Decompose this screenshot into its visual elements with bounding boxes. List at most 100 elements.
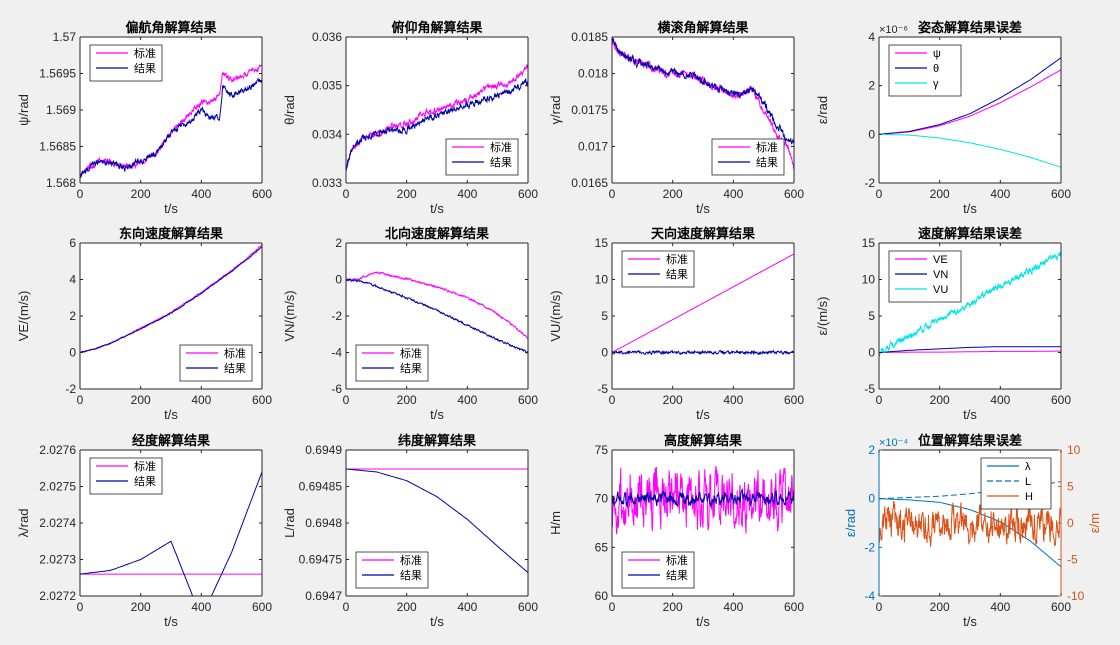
series-group [612,466,794,535]
series-line-1 [346,278,528,354]
legend-label: 标准 [400,346,422,360]
y-tick-label: 0.0175 [571,103,608,117]
legend-label: 标准 [666,252,688,266]
y-tick-label: 2.0273 [39,553,76,567]
x-tick-label: 400 [457,600,477,614]
y-tick-label: 0.035 [312,79,342,93]
y-axis-label: VU/(m/s) [548,290,563,341]
series-line-1 [346,78,528,171]
x-tick-label: 600 [518,187,538,201]
legend-label: ψ [933,48,941,60]
x-tick-label: 400 [457,187,477,201]
y-tick-label: 70 [595,492,609,506]
x-axis-label: t/s [430,201,444,216]
plot-p32: 0 200 400 600 0.6947 0.69475 0.6948 0.69485 0.69… [282,433,538,629]
y-axis-label: VE/(m/s) [16,291,31,342]
y-tick-label: -4 [331,346,342,360]
series-group [80,471,262,596]
x-tick-label: 0 [343,187,350,201]
y-tick-label: 0.6949 [305,443,342,457]
y-tick-label: 5 [868,309,875,323]
y-right-axis-label: ε/m [1087,513,1102,533]
x-tick-label: 0 [343,393,350,407]
y-tick-label: 0.034 [312,127,342,141]
y-tick-label: 0.69485 [299,480,343,494]
x-tick-label: 200 [663,393,683,407]
x-tick-label: 0 [77,600,84,614]
series-group [879,481,1061,568]
y-tick-label: 15 [595,236,609,250]
series-group [346,468,528,573]
x-tick-label: 600 [252,393,272,407]
series-group [879,251,1061,357]
series-line-2 [879,251,1061,357]
series-line-0 [879,498,1061,568]
x-axis-label: t/s [164,614,178,629]
series-group [879,57,1061,168]
y-tick-label: 1.5685 [39,140,76,154]
x-tick-label: 200 [131,600,151,614]
y-tick-label: 0.6947 [305,589,342,603]
y-tick-label: 2 [868,79,875,93]
x-tick-label: 400 [191,600,211,614]
legend-label: 结果 [400,569,422,582]
chart-title: 北向速度解算结果 [385,226,489,241]
x-tick-label: 600 [784,187,804,201]
x-tick-label: 0 [876,600,883,614]
x-tick-label: 400 [990,393,1010,407]
x-tick-label: 600 [252,600,272,614]
plot-p13: 0 200 400 600 0.0165 0.017 0.0175 0.018 0.0185 横滚… [548,20,804,216]
y-right-tick-label: 5 [1067,480,1074,494]
legend-label: 结果 [224,362,246,375]
y-right-tick-label: -10 [1067,589,1085,603]
legend-label: 结果 [134,475,156,488]
series-group [80,243,262,354]
x-tick-label: 200 [397,600,417,614]
legend-label: 标准 [490,140,512,154]
legend-label: θ [933,63,939,75]
y-axis-label: γ/rad [548,96,563,125]
series-group [80,63,262,179]
y-tick-label: 5 [601,309,608,323]
y-tick-label: 0 [868,492,875,506]
legend-label: 标准 [134,46,156,60]
y-axis-label: ε/rad [815,96,830,124]
x-axis-label: t/s [164,201,178,216]
x-tick-label: 0 [609,187,616,201]
y-tick-label: -2 [864,540,875,554]
y-tick-label: 10 [595,273,609,287]
x-tick-label: 0 [609,393,616,407]
legend-label: VN [933,269,948,281]
series-line-2 [879,133,1061,168]
legend-box [445,138,519,176]
plot-p11: 0 200 400 600 1.568 1.5685 1.569 1.5695 1.57 偏航角解… [16,20,272,216]
series-line-1 [80,77,262,179]
series-line-0 [346,270,528,340]
series-line-1 [612,349,794,356]
plot-p23: 0 200 400 600-5051015天向速度解算结果t/sVU/(m/s)标准结… [548,226,804,422]
legend-label: γ [933,78,939,90]
y-axis-label: ε/(m/s) [815,296,830,335]
x-axis-label: t/s [164,407,178,422]
series-line-1 [879,481,1061,500]
x-axis-label: t/s [696,407,710,422]
x-tick-label: 0 [77,393,84,407]
y-axis-label: ε/rad [843,509,858,537]
x-tick-label: 600 [518,393,538,407]
y-tick-label: 75 [595,443,609,457]
x-tick-label: 600 [1051,600,1071,614]
x-tick-label: 400 [990,600,1010,614]
y-tick-label: 1.568 [46,176,76,190]
series-group [346,270,528,354]
series-line-1 [879,346,1061,353]
series-line-1 [879,57,1061,135]
series-line-0 [612,253,794,353]
legend: λLH [980,457,1052,510]
y-tick-label: 0 [868,127,875,141]
x-axis-label: t/s [430,614,444,629]
x-tick-label: 600 [252,187,272,201]
